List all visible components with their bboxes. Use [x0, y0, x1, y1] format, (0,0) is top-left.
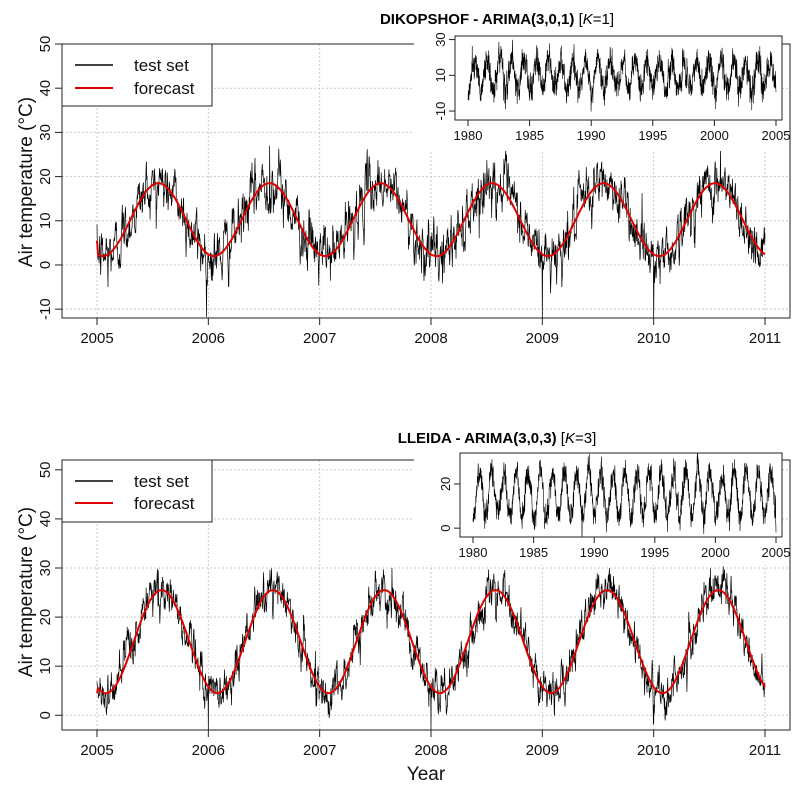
panel-2-axes: 2005 2006 2007 2008 2009 2010 2011 0 10 20 30 40 50	[37, 461, 781, 759]
series-forecast	[96, 589, 766, 695]
y-tick-label: 30	[37, 124, 54, 141]
panel-2-x-axis-label: Year	[407, 764, 446, 785]
inset-x-tick-label: 2000	[701, 545, 730, 560]
inset-x-tick-label: 2000	[700, 128, 729, 143]
x-tick-label: 2006	[192, 330, 225, 347]
y-tick-label: 10	[37, 658, 54, 675]
y-tick-label: 50	[37, 461, 54, 478]
y-tick-label: 10	[37, 212, 54, 229]
inset-x-tick-label: 2005	[762, 545, 791, 560]
x-tick-label: 2007	[303, 330, 336, 347]
panel-1-inset: 1980 1985 1990 1995 2000 2005 -10 10 30	[414, 30, 790, 151]
x-tick-label: 2010	[637, 330, 670, 347]
y-tick-label: 0	[37, 261, 54, 269]
panel-2-legend: test set forecast	[61, 459, 213, 523]
x-tick-label: 2009	[526, 330, 559, 347]
panel-1-legend-box	[61, 43, 213, 107]
legend-label-forecast-2: forecast	[134, 494, 195, 513]
x-tick-label: 2010	[637, 742, 670, 759]
x-tick-label: 2008	[414, 742, 447, 759]
y-tick-label: 20	[37, 609, 54, 626]
panel-2-legend-box	[61, 459, 213, 523]
panel-2-inset-background	[414, 448, 782, 565]
panel-1-inset-axes: 1980 1985 1990 1995 2000 2005 -10 10 30	[433, 32, 790, 143]
x-tick-label: 2007	[303, 742, 336, 759]
panel-2-inset-series	[472, 452, 777, 538]
legend-label-forecast: forecast	[134, 79, 195, 98]
y-tick-label: 40	[37, 80, 54, 97]
y-tick-label: 50	[37, 36, 54, 53]
legend-label-test-set: test set	[134, 56, 189, 75]
x-tick-label: 2009	[526, 742, 559, 759]
panel-2-inset-axes: 1980 1985 1990 1995 2000 2005 0 20	[438, 477, 790, 560]
series-forecast	[96, 182, 766, 258]
panel-1-axes: 2005 2006 2007 2008 2009 2010 2011 -10 0 10 20 30 40…	[37, 36, 781, 347]
inset-series-training	[467, 39, 777, 112]
panel-1-inset-series	[467, 39, 777, 112]
x-tick-label: 2005	[80, 742, 113, 759]
x-tick-label: 2008	[414, 330, 447, 347]
inset-x-tick-label: 1990	[580, 545, 609, 560]
panel-1-title: DIKOPSHOF - ARIMA(3,0,1) [K=1]	[380, 11, 614, 28]
legend-label-test-set-2: test set	[134, 472, 189, 491]
inset-x-tick-label: 1995	[640, 545, 669, 560]
inset-x-tick-label: 1990	[577, 128, 606, 143]
panel-dikopshof: DIKOPSHOF - ARIMA(3,0,1) [K=1] 2005 2006 2…	[16, 11, 791, 347]
panel-1-y-axis-label: Air temperature (°C)	[16, 97, 37, 267]
panel-lleida: LLEIDA - ARIMA(3,0,3) [K=3] 2005 2006 2007…	[16, 430, 791, 785]
panel-2-title: LLEIDA - ARIMA(3,0,3) [K=3]	[398, 430, 597, 447]
x-tick-label: 2011	[749, 742, 781, 759]
y-tick-label: 30	[37, 560, 54, 577]
inset-y-tick-label: 30	[433, 32, 448, 46]
inset-y-tick-label: 0	[438, 525, 453, 532]
panel-1-inset-frame	[454, 35, 783, 121]
inset-series-training	[472, 452, 777, 538]
x-tick-label: 2011	[749, 330, 781, 347]
y-tick-label: 0	[37, 711, 54, 719]
inset-x-tick-label: 1980	[459, 545, 488, 560]
inset-x-tick-label: 1985	[519, 545, 548, 560]
panel-1-legend: test set forecast	[61, 43, 213, 107]
x-tick-label: 2006	[192, 742, 225, 759]
inset-x-tick-label: 1980	[454, 128, 483, 143]
inset-y-tick-label: -10	[433, 102, 448, 121]
y-tick-label: 40	[37, 511, 54, 528]
panel-2-y-axis-label: Air temperature (°C)	[16, 507, 37, 677]
y-tick-label: 20	[37, 168, 54, 185]
x-tick-label: 2005	[80, 330, 113, 347]
inset-x-tick-label: 1995	[638, 128, 667, 143]
inset-x-tick-label: 1985	[515, 128, 544, 143]
inset-y-tick-label: 10	[433, 68, 448, 82]
panel-2-inset-frame	[459, 452, 783, 538]
inset-x-tick-label: 2005	[762, 128, 791, 143]
panel-2-inset: 1980 1985 1990 1995 2000 2005 0 20	[414, 448, 790, 565]
inset-y-tick-label: 20	[438, 477, 453, 491]
y-tick-label: -10	[37, 298, 54, 320]
